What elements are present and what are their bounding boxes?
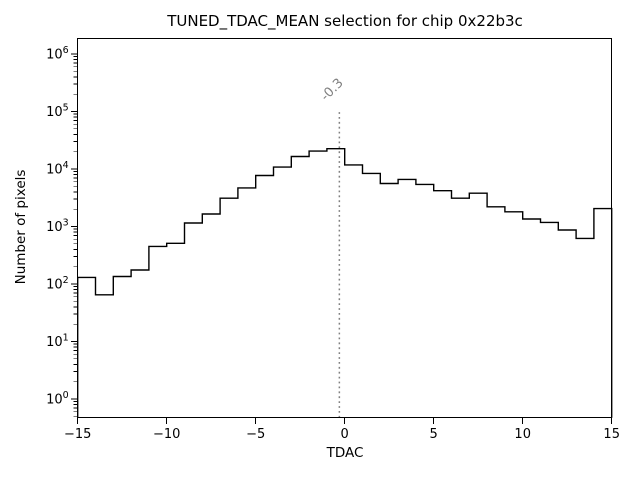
y-tick-label: 103 [46, 218, 69, 236]
plot-frame [77, 37, 613, 419]
selection-value-annotation: -0.3 [318, 76, 347, 105]
x-tick-label: −15 [64, 427, 91, 442]
x-tick-label: −5 [246, 427, 265, 442]
x-tick-label: 0 [341, 427, 349, 442]
histogram-step-line [77, 148, 613, 418]
y-tick-label: 104 [46, 160, 69, 178]
y-tick-label: 106 [46, 45, 69, 63]
x-tick-label: 5 [430, 427, 438, 442]
y-tick-label: 105 [46, 103, 69, 121]
chart-title: TUNED_TDAC_MEAN selection for chip 0x22b… [167, 12, 523, 30]
x-tick-label: 10 [514, 427, 531, 442]
y-tick-label: 101 [46, 333, 69, 351]
x-tick-label: −10 [153, 427, 180, 442]
x-tick-label: 15 [603, 427, 620, 442]
x-axis-label: TDAC [326, 445, 364, 461]
y-tick-label: 102 [46, 275, 69, 293]
y-tick-label: 100 [46, 390, 69, 408]
